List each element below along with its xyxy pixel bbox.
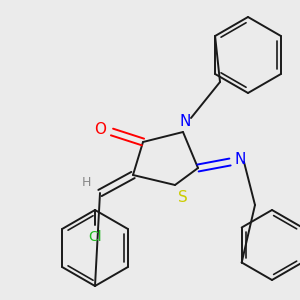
- Text: Cl: Cl: [88, 230, 102, 244]
- Text: N: N: [234, 152, 246, 167]
- Text: N: N: [179, 115, 191, 130]
- Text: H: H: [81, 176, 91, 190]
- Text: S: S: [178, 190, 188, 205]
- Text: O: O: [94, 122, 106, 137]
